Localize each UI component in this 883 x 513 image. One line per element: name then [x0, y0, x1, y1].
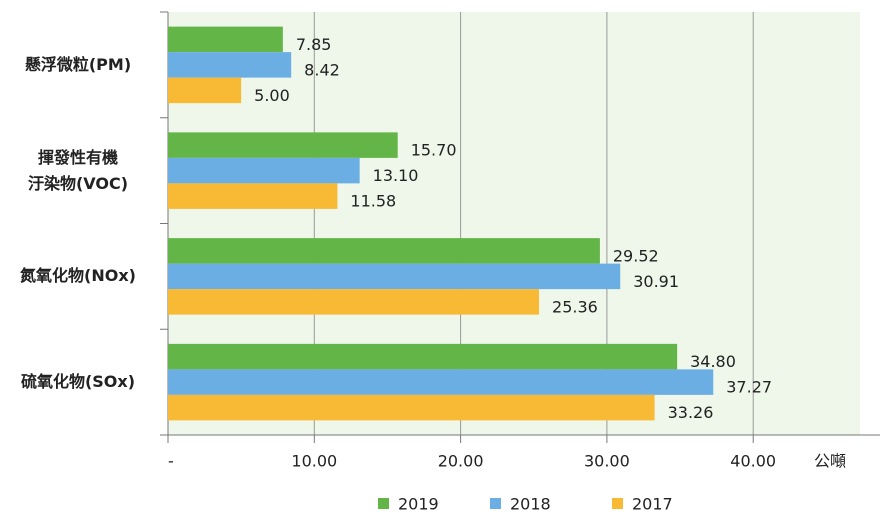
legend-label: 2018: [510, 495, 551, 513]
y-tick-label: 懸浮微粒(PM): [24, 54, 132, 74]
data-label: 8.42: [304, 60, 340, 79]
y-tick-label: 氮氧化物(NOx): [20, 266, 136, 286]
bar: [168, 157, 360, 184]
bar: [168, 369, 714, 395]
bar: [168, 52, 292, 78]
legend-swatch: [378, 498, 389, 509]
bar: [168, 289, 540, 315]
bar: [168, 77, 242, 104]
data-label: 13.10: [373, 166, 419, 185]
data-label: 29.52: [613, 246, 659, 265]
data-label: 30.91: [633, 272, 679, 291]
bar: [168, 343, 678, 370]
y-tick-label: 硫氧化物(SOx): [20, 372, 136, 392]
x-tick-label: 10.00: [291, 452, 337, 471]
bar: [168, 183, 338, 209]
data-label: 7.85: [296, 35, 332, 54]
data-label: 5.00: [254, 86, 290, 105]
legend-swatch: [612, 498, 623, 509]
bar: [168, 132, 398, 158]
x-tick-label: 20.00: [438, 452, 484, 471]
data-label: 34.80: [690, 352, 736, 371]
bar: [168, 238, 600, 264]
data-label: 11.58: [350, 192, 396, 211]
legend-label: 2019: [398, 495, 439, 513]
x-axis-label: 公噸: [814, 452, 846, 471]
x-tick-label: 30.00: [584, 452, 630, 471]
data-label: 37.27: [726, 378, 772, 397]
data-label: 15.70: [411, 141, 457, 160]
bar: [168, 263, 621, 290]
legend-label: 2017: [632, 495, 673, 513]
bar: [168, 394, 655, 421]
data-label: 25.36: [552, 297, 598, 316]
y-tick-label: 揮發性有機 汙染物(VOC): [27, 147, 129, 193]
bar: [168, 26, 283, 53]
x-tick-label: -: [168, 452, 174, 471]
data-label: 33.26: [668, 403, 714, 422]
legend-swatch: [490, 498, 501, 509]
x-tick-label: 40.00: [730, 452, 776, 471]
